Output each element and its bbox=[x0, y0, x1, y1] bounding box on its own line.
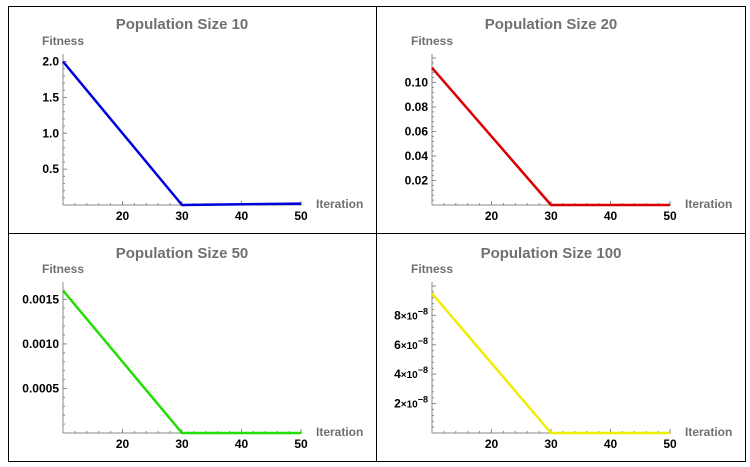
x-axis-label: Iteration bbox=[316, 197, 363, 211]
y-axis-label: Fitness bbox=[42, 262, 84, 276]
x-tick-label: 40 bbox=[235, 437, 249, 451]
y-axis-label: Fitness bbox=[411, 34, 453, 48]
x-tick-label: 20 bbox=[485, 209, 499, 223]
fitness-series-line bbox=[62, 60, 302, 207]
x-tick-label: 40 bbox=[604, 437, 618, 451]
y-tick-label: 0.06 bbox=[405, 125, 429, 139]
panel-borders bbox=[8, 6, 746, 462]
y-tick-label: 6×10−8 bbox=[394, 336, 428, 352]
x-axis-label: Iteration bbox=[685, 197, 732, 211]
chart-panel-population-10: Population Size 10 Fitness Iteration 20 3… bbox=[42, 16, 363, 223]
y-tick-label: 4×10−8 bbox=[394, 365, 428, 381]
x-tick-label: 30 bbox=[175, 437, 189, 451]
fitness-series-line bbox=[431, 292, 670, 435]
chart-title: Population Size 20 bbox=[485, 16, 618, 33]
x-tick-label: 30 bbox=[175, 209, 189, 223]
chart-title: Population Size 50 bbox=[116, 245, 249, 262]
y-tick-label: 8×10−8 bbox=[394, 306, 428, 322]
chart-title: Population Size 10 bbox=[116, 16, 249, 33]
x-tick-label: 50 bbox=[294, 437, 308, 451]
y-tick-label: 1.5 bbox=[42, 90, 59, 104]
y-tick-label: 1.0 bbox=[42, 126, 59, 140]
x-tick-label: 20 bbox=[485, 437, 499, 451]
chart-panel-population-50: Population Size 50 Fitness Iteration 20 3… bbox=[22, 245, 363, 451]
x-tick-label: 50 bbox=[663, 437, 677, 451]
y-tick-label: 0.0005 bbox=[22, 381, 59, 395]
y-axis-label: Fitness bbox=[411, 262, 453, 276]
y-tick-label: 2.0 bbox=[42, 55, 59, 69]
y-tick-label: 0.02 bbox=[405, 174, 429, 188]
y-tick-label: 2×10−8 bbox=[394, 395, 428, 411]
y-tick-label: 0.08 bbox=[405, 100, 429, 114]
y-tick-label: 0.10 bbox=[405, 76, 429, 90]
y-tick-label: 0.5 bbox=[42, 162, 59, 176]
x-tick-label: 30 bbox=[544, 437, 558, 451]
x-tick-label: 20 bbox=[116, 437, 130, 451]
x-tick-label: 50 bbox=[294, 209, 308, 223]
x-tick-label: 40 bbox=[604, 209, 618, 223]
x-tick-label: 50 bbox=[663, 209, 677, 223]
chart-title: Population Size 100 bbox=[481, 245, 622, 262]
fitness-series-line bbox=[62, 289, 301, 435]
x-tick-label: 40 bbox=[235, 209, 249, 223]
x-axis-label: Iteration bbox=[316, 425, 363, 439]
x-tick-label: 30 bbox=[544, 209, 558, 223]
y-tick-label: 0.0010 bbox=[22, 337, 59, 351]
chart-panel-population-100: Population Size 100 Fitness Iteration 20… bbox=[394, 245, 732, 451]
x-tick-label: 20 bbox=[116, 209, 130, 223]
x-axis-label: Iteration bbox=[685, 425, 732, 439]
chart-panel-population-20: Population Size 20 Fitness Iteration 20 3… bbox=[405, 16, 733, 223]
y-tick-label: 0.0015 bbox=[22, 292, 59, 306]
y-axis-label: Fitness bbox=[42, 34, 84, 48]
fitness-series-line bbox=[431, 66, 670, 207]
y-tick-label: 0.04 bbox=[405, 149, 429, 163]
